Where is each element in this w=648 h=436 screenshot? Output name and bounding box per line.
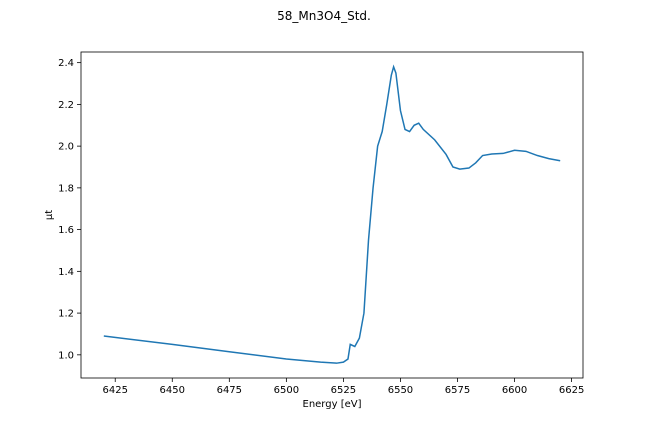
x-tick-label: 6450 bbox=[160, 385, 185, 396]
x-tick-label: 6475 bbox=[217, 385, 242, 396]
y-tick-label: 1.0 bbox=[58, 350, 74, 361]
plot-frame bbox=[80, 51, 584, 379]
x-tick-label: 6550 bbox=[388, 385, 413, 396]
y-tick-label: 2.4 bbox=[58, 58, 74, 69]
x-tick-label: 6625 bbox=[559, 385, 584, 396]
chart-title: 58_Mn3O4_Std. bbox=[277, 9, 371, 23]
x-axis-label: Energy [eV] bbox=[303, 399, 362, 410]
y-tick-label: 1.8 bbox=[58, 183, 74, 194]
data-line bbox=[103, 64, 561, 364]
x-tick-label: 6575 bbox=[445, 385, 470, 396]
y-tick-label: 1.2 bbox=[58, 309, 74, 320]
x-tick-label: 6600 bbox=[502, 385, 527, 396]
y-tick-label: 2.0 bbox=[58, 142, 74, 153]
x-tick-label: 6500 bbox=[274, 385, 299, 396]
x-tick-label: 6425 bbox=[103, 385, 128, 396]
x-tick-label: 6525 bbox=[331, 385, 356, 396]
y-tick-label: 1.4 bbox=[58, 267, 74, 278]
y-tick-label: 2.2 bbox=[58, 100, 74, 111]
y-tick-label: 1.6 bbox=[58, 225, 74, 236]
y-axis-label: μt bbox=[44, 210, 55, 220]
